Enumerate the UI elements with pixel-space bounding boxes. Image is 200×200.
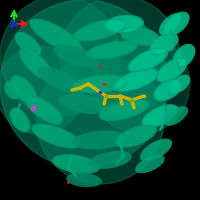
Ellipse shape xyxy=(72,75,128,93)
Ellipse shape xyxy=(38,67,82,93)
Ellipse shape xyxy=(4,81,20,99)
Ellipse shape xyxy=(31,124,81,148)
Ellipse shape xyxy=(115,125,157,147)
Circle shape xyxy=(0,46,84,134)
Ellipse shape xyxy=(170,75,190,93)
Ellipse shape xyxy=(113,68,159,92)
Ellipse shape xyxy=(141,104,179,128)
Ellipse shape xyxy=(153,79,183,101)
Ellipse shape xyxy=(99,99,149,121)
Circle shape xyxy=(0,0,120,116)
Circle shape xyxy=(90,34,190,134)
Ellipse shape xyxy=(159,13,181,35)
Ellipse shape xyxy=(164,106,188,126)
Ellipse shape xyxy=(173,44,195,68)
Ellipse shape xyxy=(30,19,82,53)
Ellipse shape xyxy=(15,32,41,56)
Ellipse shape xyxy=(53,44,99,68)
Circle shape xyxy=(0,0,168,168)
Ellipse shape xyxy=(52,154,100,174)
Ellipse shape xyxy=(104,15,144,33)
Ellipse shape xyxy=(11,75,37,105)
Ellipse shape xyxy=(128,48,168,72)
Ellipse shape xyxy=(58,94,110,114)
Ellipse shape xyxy=(10,108,30,132)
Ellipse shape xyxy=(162,12,190,36)
Ellipse shape xyxy=(73,19,127,41)
Circle shape xyxy=(60,0,180,116)
Ellipse shape xyxy=(120,26,160,46)
Circle shape xyxy=(36,56,164,184)
Ellipse shape xyxy=(25,95,63,125)
Ellipse shape xyxy=(19,47,53,81)
Ellipse shape xyxy=(135,155,165,173)
Ellipse shape xyxy=(72,131,128,149)
Ellipse shape xyxy=(66,173,102,187)
Ellipse shape xyxy=(149,33,179,55)
Ellipse shape xyxy=(86,41,138,59)
Ellipse shape xyxy=(140,139,172,161)
Ellipse shape xyxy=(88,151,132,169)
Ellipse shape xyxy=(156,57,188,83)
